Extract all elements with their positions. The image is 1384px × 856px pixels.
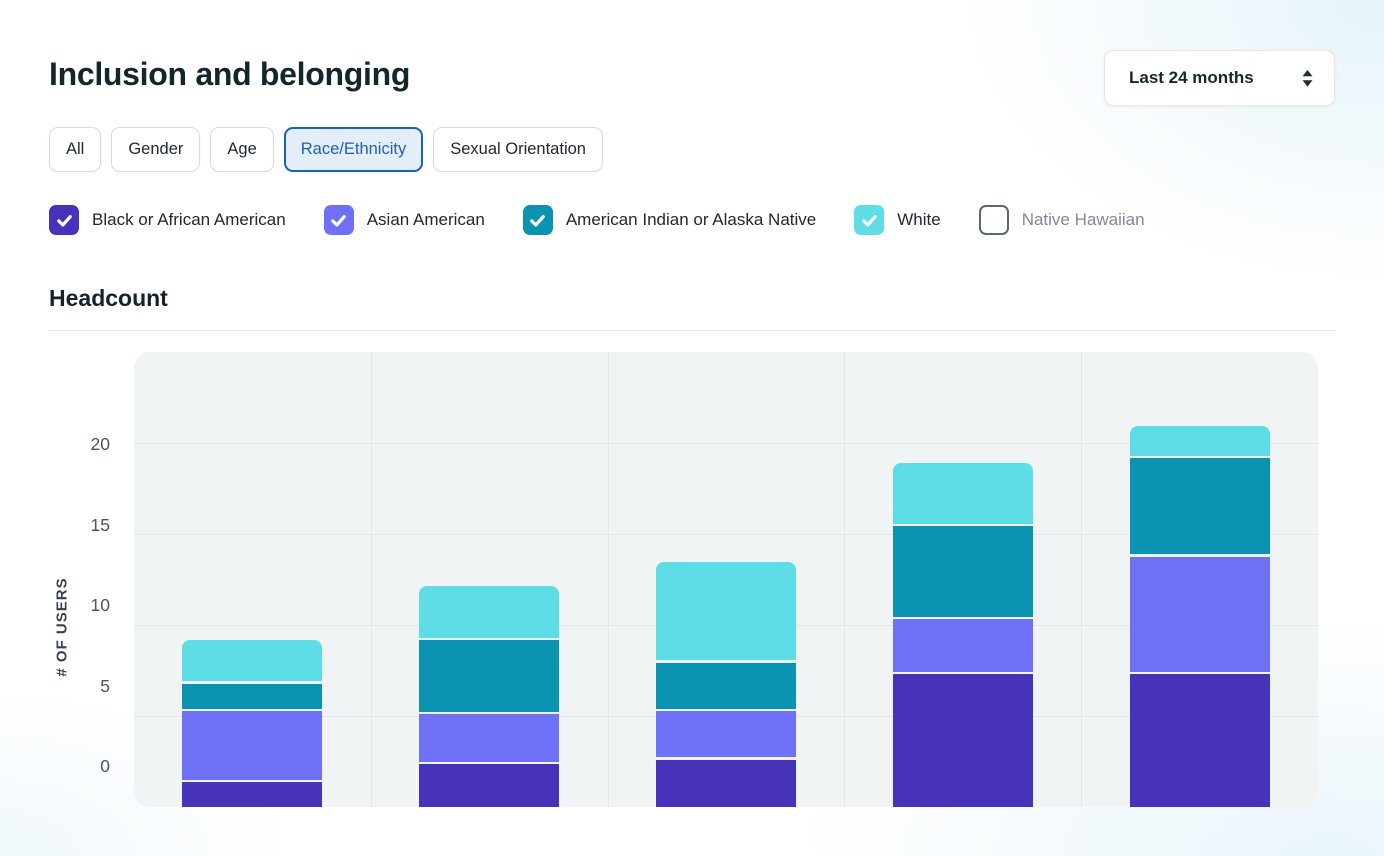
tab-all[interactable]: All [49, 127, 102, 172]
bar-segment-black-or-african-american[interactable] [1129, 674, 1270, 807]
section-divider [49, 330, 1335, 331]
bar-segment-american-indian-or-alaska-native[interactable] [419, 640, 560, 712]
bar-segment-black-or-african-american[interactable] [419, 764, 560, 807]
checkbox-white[interactable] [854, 205, 885, 235]
bar-segment-american-indian-or-alaska-native[interactable] [182, 683, 323, 709]
checkbox-black-or-african-american[interactable] [49, 205, 79, 235]
bar-segment-american-indian-or-alaska-native[interactable] [892, 526, 1033, 617]
bar-segment-asian-american[interactable] [182, 711, 323, 780]
check-icon [331, 214, 347, 227]
y-axis-tick-label: 5 [100, 675, 110, 696]
chart-section-title: Headcount [49, 285, 168, 311]
bar-segment-white[interactable] [656, 561, 796, 661]
legend-item-white[interactable]: White [854, 205, 941, 235]
vertical-gridline [607, 352, 609, 807]
vertical-gridline [1081, 352, 1083, 807]
period-dropdown[interactable]: Last 24 months [1104, 50, 1335, 106]
legend-item-asian-american[interactable]: Asian American [323, 205, 485, 235]
filter-tabs: All Gender Age Race/Ethnicity Sexual Ori… [49, 127, 603, 172]
page-title: Inclusion and belonging [49, 56, 411, 92]
legend-label: Asian American [366, 210, 485, 229]
checkbox-american-indian-or-alaska-native[interactable] [522, 205, 553, 235]
bar-segment-white[interactable] [892, 463, 1033, 524]
bar-segment-asian-american[interactable] [1129, 556, 1270, 672]
check-icon [56, 214, 72, 227]
y-axis-tick-label: 20 [90, 434, 110, 454]
tab-age[interactable]: Age [210, 127, 274, 172]
bar-segment-american-indian-or-alaska-native[interactable] [1129, 458, 1270, 555]
period-dropdown-label: Last 24 months [1129, 68, 1254, 87]
vertical-gridline [844, 352, 846, 807]
bar-segment-asian-american[interactable] [656, 711, 796, 758]
bar-segment-asian-american[interactable] [892, 619, 1033, 672]
y-axis-tick-label: 10 [90, 595, 110, 615]
bar-segment-black-or-african-american[interactable] [182, 782, 323, 807]
bar-segment-black-or-african-american[interactable] [892, 674, 1033, 807]
check-icon [861, 214, 877, 227]
legend-item-american-indian-or-alaska-native[interactable]: American Indian or Alaska Native [522, 205, 817, 235]
y-axis-tick-label: 15 [90, 514, 110, 535]
checkbox-asian-american[interactable] [323, 205, 354, 235]
horizontal-gridline [134, 534, 1318, 535]
check-icon [530, 214, 546, 227]
legend-item-native-hawaiian[interactable]: Native Hawaiian [978, 205, 1145, 235]
tab-race-ethnicity[interactable]: Race/Ethnicity [283, 127, 424, 172]
tab-gender[interactable]: Gender [111, 127, 201, 172]
legend-item-black-or-african-american[interactable]: Black or African American [49, 205, 286, 235]
legend-label: American Indian or Alaska Native [565, 210, 817, 229]
bar-segment-white[interactable] [419, 585, 560, 638]
vertical-gridline [370, 352, 372, 807]
bar-segment-asian-american[interactable] [419, 714, 560, 762]
horizontal-gridline [134, 443, 1318, 444]
up-down-sort-icon [1302, 69, 1313, 87]
legend-label: Native Hawaiian [1021, 210, 1145, 229]
y-axis-tick-label: 0 [100, 756, 110, 776]
bar-segment-american-indian-or-alaska-native[interactable] [656, 662, 796, 709]
stacked-bar-chart [134, 352, 1318, 807]
bar-segment-white[interactable] [182, 640, 323, 682]
checkbox-native-hawaiian[interactable] [978, 205, 1009, 235]
bar-segment-black-or-african-american[interactable] [656, 759, 796, 807]
tab-sexual-orientation[interactable]: Sexual Orientation [433, 127, 603, 172]
series-legend: Black or African American Asian American… [49, 205, 1145, 235]
legend-label: Black or African American [92, 210, 286, 229]
legend-label: White [897, 210, 941, 229]
bar-segment-white[interactable] [1129, 426, 1270, 456]
